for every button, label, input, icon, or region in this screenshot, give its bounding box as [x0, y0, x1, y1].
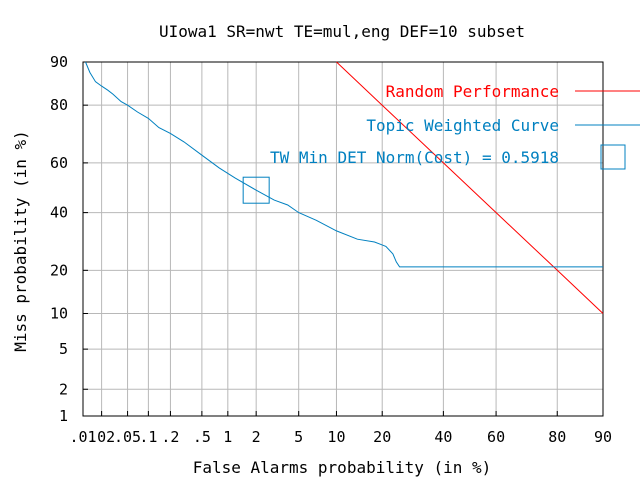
x-tick-label: 60 — [487, 428, 505, 446]
x-tick-label: .5 — [193, 428, 211, 446]
x-tick-label: .2 — [161, 428, 179, 446]
x-tick-label: .02 — [88, 428, 115, 446]
y-tick-label: 60 — [50, 154, 68, 172]
x-tick-label: .05 — [114, 428, 141, 446]
legend-label: TW Min DET Norm(Cost) = 0.5918 — [270, 148, 559, 167]
legend: Random Performance Topic Weighted Curve TW… — [270, 82, 640, 170]
legend-label: Random Performance — [386, 82, 559, 101]
y-tick-label: 20 — [50, 261, 68, 279]
y-tick-label: 1 — [59, 407, 68, 425]
x-axis-label: False Alarms probability (in %) — [193, 458, 492, 477]
y-tick-label: 5 — [59, 340, 68, 358]
x-tick-label: 10 — [327, 428, 345, 446]
x-tick-labels: .01.02.05.1.2 .5 1 2 5 10 20 40 60 80 90 — [69, 428, 612, 446]
plot-frame — [82, 61, 604, 417]
y-tick-label: 80 — [50, 96, 68, 114]
chart-title: UIowa1 SR=nwt TE=mul,eng DEF=10 subset — [159, 22, 525, 41]
y-tick-label: 2 — [59, 380, 68, 398]
x-tick-label: 5 — [294, 428, 303, 446]
x-tick-label: 80 — [548, 428, 566, 446]
plot-border — [82, 61, 604, 417]
topic-weighted-curve-line — [85, 61, 603, 268]
y-axis-label: Miss probability (in %) — [11, 130, 30, 352]
x-tick-label: 1 — [223, 428, 232, 446]
y-tick-label: 40 — [50, 204, 68, 222]
x-tick-label: 2 — [252, 428, 261, 446]
y-tick-label: 90 — [50, 53, 68, 71]
x-tick-label: 40 — [434, 428, 452, 446]
x-tick-label: .1 — [139, 428, 157, 446]
x-tick-label: 20 — [373, 428, 391, 446]
legend-swatch-square — [600, 144, 626, 170]
random-performance-line — [336, 61, 604, 314]
x-tick-label: 90 — [594, 428, 612, 446]
min-det-marker — [242, 176, 270, 204]
x-tick-label: .01 — [69, 428, 96, 446]
series — [85, 61, 604, 314]
y-tick-label: 10 — [50, 304, 68, 322]
legend-label: Topic Weighted Curve — [366, 116, 559, 135]
y-tick-labels: 1 2 5 10 20 40 60 80 90 — [50, 53, 68, 425]
grid — [82, 61, 604, 417]
